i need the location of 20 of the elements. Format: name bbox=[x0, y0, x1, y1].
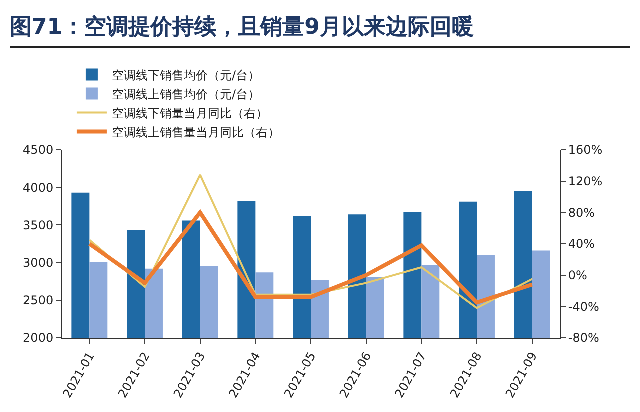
y-tick-label: 2500 bbox=[23, 294, 54, 308]
legend-label: 空调线上销售量当月同比（右） bbox=[112, 125, 280, 140]
y2-tick-label: 120% bbox=[568, 174, 603, 189]
legend-label: 空调线上销售均价（元/台） bbox=[112, 87, 260, 102]
y-tick-label: 3000 bbox=[23, 256, 54, 270]
y-tick-label: 3500 bbox=[23, 218, 54, 232]
y2-tick-label: -80% bbox=[568, 331, 600, 346]
y2-tick-label: 80% bbox=[568, 206, 596, 220]
line-series bbox=[88, 210, 534, 305]
y-tick-label: 4500 bbox=[23, 143, 54, 158]
chart-title: 图71：空调提价持续，且销量9月以来边际回暖 bbox=[10, 0, 630, 48]
y2-tick-label: 0% bbox=[568, 268, 588, 283]
legend-label: 空调线下销售均价（元/台） bbox=[112, 68, 260, 82]
y2-tick-label: 40% bbox=[568, 237, 596, 252]
y2-tick-label: 160% bbox=[568, 143, 603, 158]
y-tick-label: 2000 bbox=[23, 331, 54, 346]
y-tick-label: 4000 bbox=[23, 180, 54, 195]
legend-label: 空调线下销量当月同比（右） bbox=[112, 106, 268, 120]
y2-tick-label: -40% bbox=[568, 300, 600, 314]
line-series bbox=[88, 174, 534, 310]
